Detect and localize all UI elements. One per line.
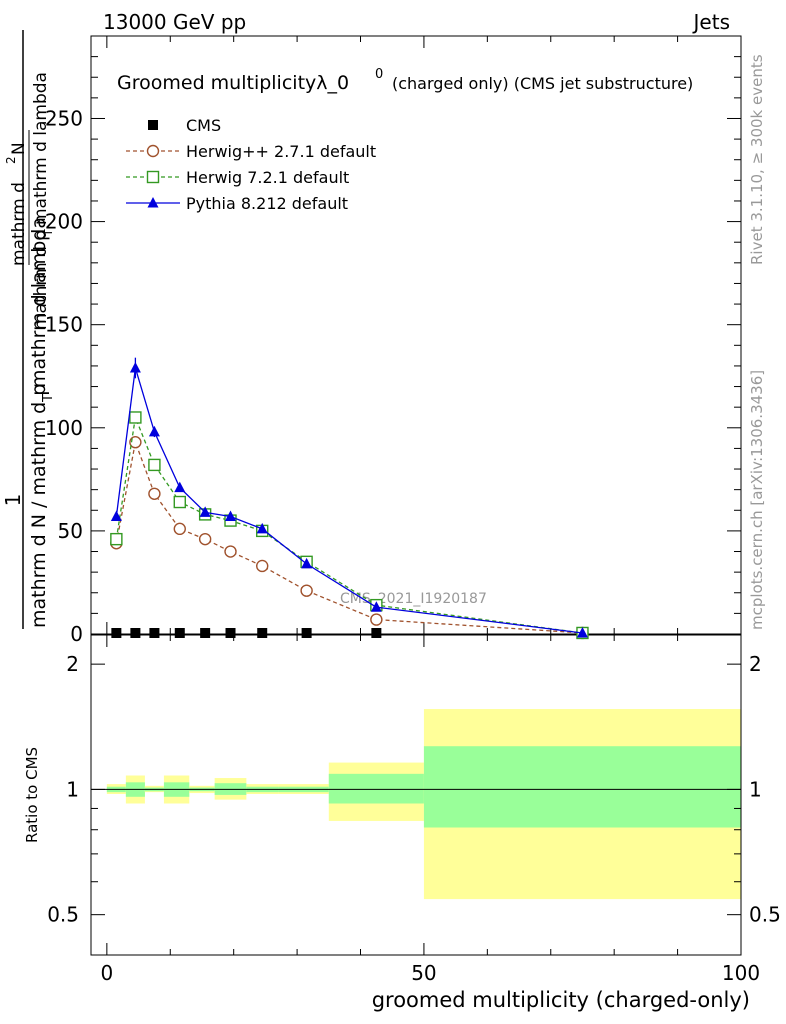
- data-point: [149, 628, 160, 638]
- data-point: [173, 522, 186, 536]
- legend-entry-1: Herwig++ 2.7.1 default: [126, 142, 376, 161]
- y-tick-label: 200: [45, 210, 83, 234]
- legend-label: Herwig++ 2.7.1 default: [186, 142, 376, 161]
- ylabel-frac-den-2: mathrm d lambda: [31, 72, 51, 225]
- data-point: [300, 584, 313, 597]
- ylabel-numerator: 1: [1, 494, 25, 507]
- data-point: [174, 481, 186, 493]
- data-point: [301, 557, 313, 569]
- ylabel-denominator-sub: T: [41, 394, 56, 403]
- legend-marker: [146, 170, 160, 184]
- data-point: [110, 510, 122, 521]
- data-point: [129, 436, 142, 449]
- y-tick-label: 100: [45, 416, 83, 440]
- data-point: [200, 628, 211, 638]
- data-point: [111, 628, 122, 638]
- data-point: [129, 411, 142, 424]
- data-point: [225, 510, 237, 521]
- legend-label: Pythia 8.212 default: [186, 194, 348, 213]
- series-1: [110, 436, 589, 640]
- y-tick-label: 0: [70, 622, 83, 646]
- title-sub: (charged only) (CMS jet substructure): [392, 74, 693, 93]
- rivet-label: Rivet 3.1.10, ≥ 300k events: [748, 54, 766, 265]
- data-point: [301, 628, 312, 638]
- ylabel-frac-num-sup: 2: [4, 156, 18, 164]
- data-point: [370, 613, 383, 626]
- series-line: [115, 439, 583, 634]
- data-point: [256, 559, 269, 573]
- title-superscript: 0: [375, 67, 383, 82]
- x-axis-label: groomed multiplicity (charged-only): [372, 988, 750, 1012]
- y-tick-label: 50: [58, 519, 83, 543]
- data-point: [256, 522, 268, 534]
- ratio-bands: [91, 709, 741, 900]
- plot-title: Groomed multiplicityλ_0 0 (charged only)…: [117, 67, 693, 94]
- series-0: [111, 628, 588, 638]
- ylabel-frac-num-n: N: [9, 142, 29, 155]
- y-axis-label-ratio: Ratio to CMS: [23, 747, 41, 843]
- ylabel-frac-den: mathrm d p: [31, 230, 51, 330]
- legend-entry-3: Pythia 8.212 default: [126, 194, 348, 213]
- ratio-panel-frame: [90, 634, 742, 956]
- ylabel-denominator-1: mathrm d N / mathrm d p: [28, 384, 50, 628]
- data-point: [110, 532, 123, 546]
- legend-entry-0: CMS: [148, 116, 221, 135]
- y-tick-label: 250: [45, 106, 83, 130]
- series-3: [110, 357, 588, 638]
- legend-label: CMS: [186, 116, 221, 135]
- x-tick-label: 50: [411, 961, 436, 985]
- x-tick-label: 0: [100, 961, 113, 985]
- series-line: [115, 415, 583, 634]
- data-point: [173, 495, 186, 509]
- y-axis-label-top: 1 mathrm d N / mathrm d p T mathrm d lam…: [1, 30, 56, 629]
- legend-entry-2: Herwig 7.2.1 default: [126, 168, 349, 187]
- data-point: [198, 532, 212, 546]
- legend-marker: [147, 197, 159, 208]
- header-left: 13000 GeV pp: [103, 10, 246, 34]
- legend-label: Herwig 7.2.1 default: [186, 168, 349, 187]
- ratio-tick-label-right: 1: [749, 777, 762, 801]
- data-point: [224, 545, 237, 558]
- mcplots-label: mcplots.cern.ch [arXiv:1306.3436]: [748, 370, 766, 630]
- ratio-tick-label-right: 2: [749, 652, 762, 676]
- ylabel-frac-num: mathrm d: [9, 182, 29, 266]
- data-point: [257, 628, 268, 638]
- legend-marker: [148, 120, 158, 130]
- series-line: [115, 367, 583, 634]
- ylabel-denominator-2: mathrm d lambda: [28, 217, 50, 388]
- data-point: [148, 487, 161, 500]
- data-point: [225, 628, 236, 638]
- data-point: [129, 361, 141, 373]
- title-main: Groomed multiplicityλ_0: [117, 72, 349, 94]
- legend-marker: [146, 144, 160, 158]
- ratio-tick-label-left: 2: [66, 652, 79, 676]
- ratio-band-green: [328, 773, 424, 804]
- data-point: [370, 601, 382, 612]
- x-tick-label: 100: [722, 961, 760, 985]
- ratio-tick-label-left: 1: [66, 777, 79, 801]
- data-point: [371, 628, 382, 638]
- data-point: [174, 628, 185, 638]
- frames: [90, 35, 742, 956]
- data-point: [148, 425, 160, 437]
- ratio-tick-label-right: 0.5: [749, 903, 781, 927]
- legend: CMS Herwig++ 2.7.1 default Herwig 7.2.1 de…: [126, 116, 376, 213]
- data-point: [576, 626, 588, 638]
- series: [110, 357, 589, 640]
- y-tick-label: 150: [45, 313, 83, 337]
- top-panel-frame: [90, 35, 742, 635]
- ratio-band-green: [423, 746, 741, 828]
- header-right: Jets: [692, 10, 730, 34]
- data-point: [130, 628, 141, 638]
- ratio-tick-label-left: 0.5: [47, 903, 79, 927]
- data-point: [148, 458, 161, 472]
- ylabel-frac-den-sub: T: [42, 229, 55, 237]
- ticks: 0 50 100 0 50 100 150 200 250 0.5 0.5 1 1 2 2: [45, 36, 781, 985]
- data-point: [199, 506, 211, 517]
